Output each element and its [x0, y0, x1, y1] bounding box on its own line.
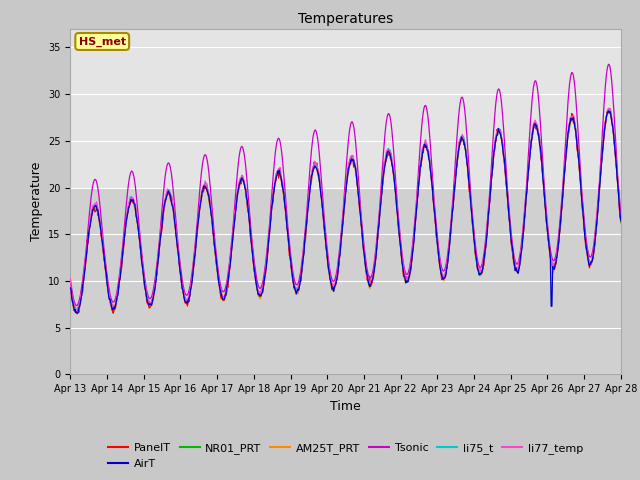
Legend: PanelT, AirT, NR01_PRT, AM25T_PRT, Tsonic, li75_t, li77_temp: PanelT, AirT, NR01_PRT, AM25T_PRT, Tsoni…	[104, 439, 588, 473]
Title: Temperatures: Temperatures	[298, 12, 393, 26]
Bar	[70, 188, 621, 374]
Bar	[70, 29, 621, 188]
X-axis label: Time: Time	[330, 400, 361, 413]
Text: HS_met: HS_met	[79, 36, 126, 47]
Y-axis label: Temperature: Temperature	[29, 162, 43, 241]
